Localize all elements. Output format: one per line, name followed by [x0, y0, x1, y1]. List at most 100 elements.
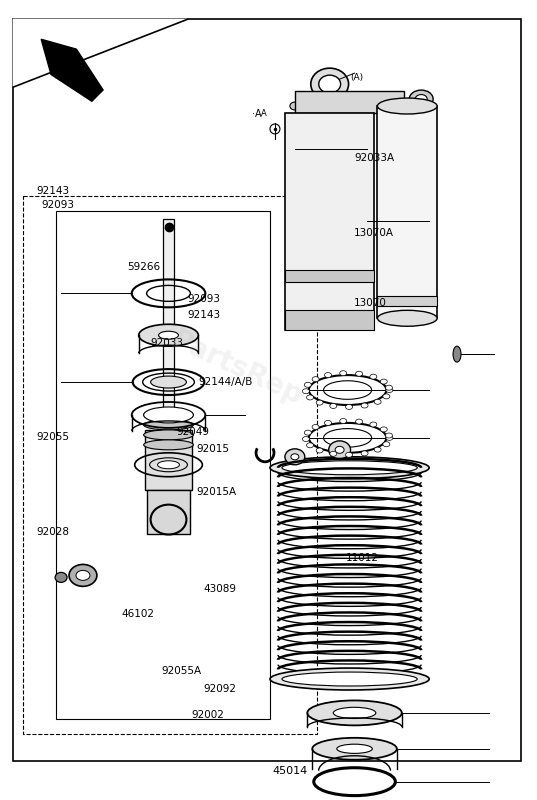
Ellipse shape — [361, 451, 368, 456]
Ellipse shape — [316, 448, 323, 453]
Bar — [378, 106, 437, 318]
Bar — [56, 210, 270, 719]
Ellipse shape — [324, 373, 331, 378]
Text: 92143: 92143 — [187, 310, 220, 320]
Ellipse shape — [370, 374, 377, 379]
Ellipse shape — [307, 395, 314, 400]
Ellipse shape — [380, 427, 387, 432]
Ellipse shape — [374, 399, 381, 404]
Text: 92055: 92055 — [36, 433, 69, 442]
Ellipse shape — [355, 419, 362, 424]
Polygon shape — [41, 39, 103, 102]
Ellipse shape — [370, 422, 377, 427]
Text: 92049: 92049 — [177, 427, 209, 437]
Ellipse shape — [144, 440, 193, 450]
Ellipse shape — [312, 425, 319, 430]
Text: 92028: 92028 — [36, 526, 69, 537]
Ellipse shape — [346, 452, 352, 458]
Text: 45014: 45014 — [272, 766, 308, 776]
Ellipse shape — [378, 98, 437, 114]
Text: 92144/A/B: 92144/A/B — [198, 378, 252, 387]
Ellipse shape — [311, 68, 349, 100]
Polygon shape — [13, 19, 187, 87]
Text: 92055A: 92055A — [162, 666, 202, 676]
Ellipse shape — [316, 400, 323, 405]
Text: PartsRep: PartsRep — [166, 326, 307, 410]
Ellipse shape — [386, 387, 393, 393]
Ellipse shape — [386, 435, 393, 440]
Text: 59266: 59266 — [127, 262, 160, 272]
Ellipse shape — [270, 457, 429, 478]
Text: 13070A: 13070A — [354, 227, 394, 238]
Bar — [295, 101, 317, 111]
Ellipse shape — [150, 458, 187, 472]
Ellipse shape — [144, 407, 193, 423]
Ellipse shape — [346, 405, 352, 410]
Ellipse shape — [340, 370, 347, 376]
Ellipse shape — [337, 744, 372, 754]
Ellipse shape — [329, 441, 351, 458]
Ellipse shape — [282, 672, 417, 686]
Ellipse shape — [144, 430, 193, 440]
Ellipse shape — [157, 461, 179, 469]
Bar — [147, 490, 191, 534]
Ellipse shape — [282, 461, 417, 474]
Ellipse shape — [139, 324, 198, 346]
Text: 92015: 92015 — [197, 445, 229, 454]
Text: 11012: 11012 — [346, 553, 379, 563]
Ellipse shape — [270, 668, 429, 690]
Ellipse shape — [380, 379, 387, 384]
Ellipse shape — [290, 102, 300, 110]
Ellipse shape — [324, 421, 331, 426]
Ellipse shape — [150, 376, 186, 388]
Text: A: A — [261, 110, 267, 118]
Ellipse shape — [355, 371, 362, 376]
Ellipse shape — [383, 442, 390, 446]
Text: 43089: 43089 — [204, 584, 236, 594]
Ellipse shape — [304, 430, 311, 435]
Ellipse shape — [340, 418, 347, 423]
Ellipse shape — [158, 331, 178, 339]
Ellipse shape — [361, 403, 368, 408]
Ellipse shape — [319, 75, 340, 93]
Bar — [23, 196, 317, 734]
Text: 13070: 13070 — [354, 298, 387, 308]
Text: 92033A: 92033A — [354, 154, 394, 163]
Ellipse shape — [302, 389, 309, 394]
Ellipse shape — [312, 377, 319, 382]
Bar — [285, 113, 374, 330]
Ellipse shape — [69, 565, 97, 586]
Ellipse shape — [330, 451, 337, 456]
Text: 92143: 92143 — [36, 186, 69, 196]
Text: 92092: 92092 — [204, 683, 236, 694]
Ellipse shape — [335, 446, 344, 454]
Ellipse shape — [313, 738, 397, 760]
Ellipse shape — [285, 449, 305, 465]
Ellipse shape — [144, 410, 193, 420]
Text: 92002: 92002 — [191, 710, 224, 720]
Ellipse shape — [409, 90, 433, 108]
Text: 46102: 46102 — [121, 609, 155, 618]
Ellipse shape — [144, 420, 193, 430]
Text: (A): (A) — [350, 73, 363, 82]
Bar — [285, 270, 374, 282]
Bar — [378, 296, 437, 306]
Ellipse shape — [302, 437, 309, 442]
Ellipse shape — [386, 433, 393, 438]
Ellipse shape — [55, 572, 67, 582]
Ellipse shape — [374, 447, 381, 452]
Text: 92033: 92033 — [150, 338, 183, 347]
Text: 92093: 92093 — [41, 200, 75, 210]
Ellipse shape — [378, 310, 437, 326]
Text: 92093: 92093 — [187, 294, 220, 304]
Bar — [144, 430, 192, 490]
Ellipse shape — [386, 385, 393, 390]
Text: 92015A: 92015A — [197, 486, 236, 497]
Ellipse shape — [383, 394, 390, 399]
Text: ·A·: ·A· — [252, 109, 264, 119]
Bar — [295, 91, 404, 113]
Ellipse shape — [76, 570, 90, 580]
Ellipse shape — [330, 403, 337, 409]
Ellipse shape — [307, 701, 402, 726]
Ellipse shape — [307, 443, 314, 448]
